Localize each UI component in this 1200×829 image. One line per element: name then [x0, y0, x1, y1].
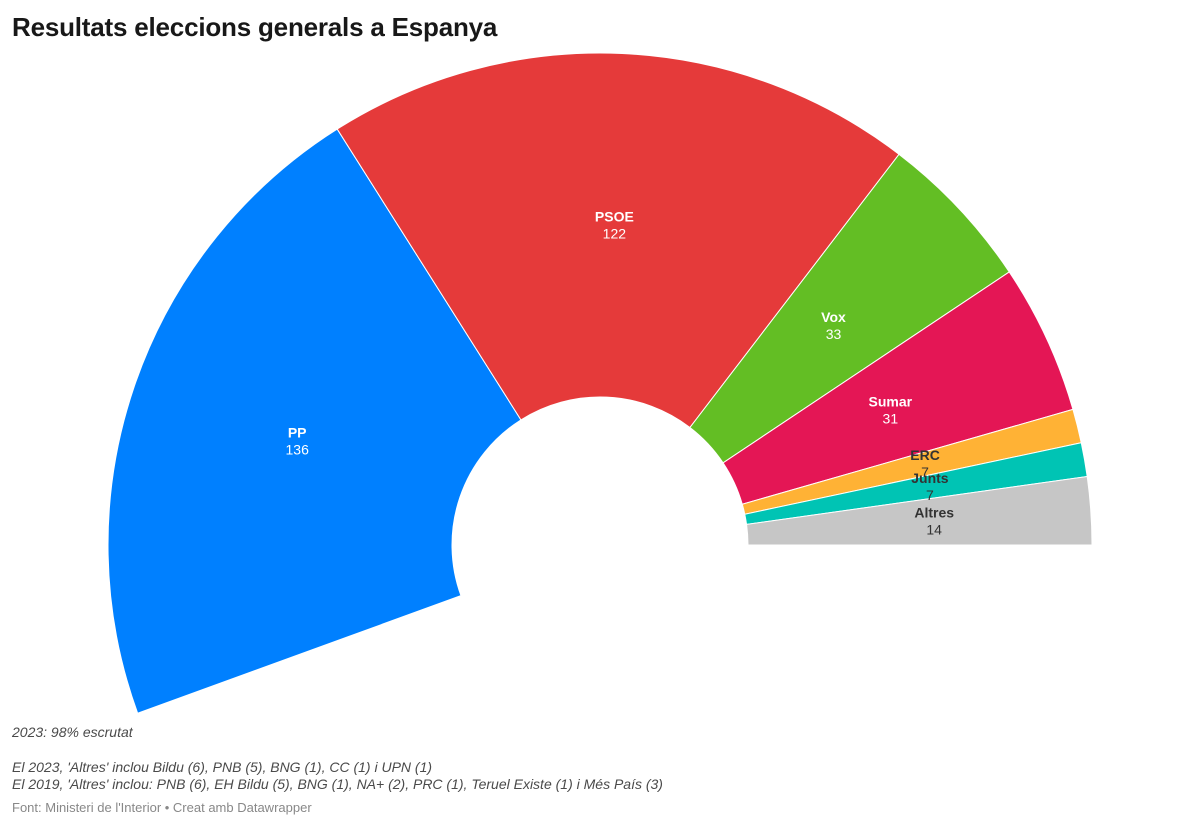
others-2023-note: El 2023, 'Altres' inclou Bildu (6), PNB …	[12, 759, 433, 775]
label-value-junts: 7	[926, 487, 934, 503]
chart-segments	[107, 52, 1093, 714]
label-name-pp: PP	[288, 425, 307, 441]
others-2019-note: El 2019, 'Altres' inclou: PNB (6), EH Bi…	[12, 776, 663, 792]
chart-notes: 2023: 98% escrutat El 2023, 'Altres' inc…	[12, 724, 1182, 793]
label-value-psoe: 122	[603, 225, 627, 241]
label-name-junts: Junts	[911, 470, 949, 486]
label-name-sumar: Sumar	[869, 393, 913, 409]
segment-altres[interactable]	[745, 475, 1093, 546]
scrutiny-note: 2023: 98% escrutat	[12, 724, 133, 740]
label-name-vox: Vox	[821, 309, 846, 325]
label-value-pp: 136	[286, 442, 310, 458]
label-value-erc: 7	[921, 464, 929, 480]
segment-psoe[interactable]	[336, 52, 900, 429]
label-value-altres: 14	[926, 522, 942, 538]
label-value-sumar: 31	[883, 410, 899, 426]
parliament-chart: PP136PSOE122Vox33Sumar31ERC7Junts7Altres…	[107, 52, 1093, 714]
label-name-psoe: PSOE	[595, 208, 634, 224]
segment-pp[interactable]	[107, 128, 522, 714]
label-value-vox: 33	[826, 326, 842, 342]
source-credit: Font: Ministeri de l'Interior • Creat am…	[12, 800, 312, 815]
chart-labels: PP136PSOE122Vox33Sumar31ERC7Junts7Altres…	[286, 208, 955, 537]
label-name-erc: ERC	[910, 447, 940, 463]
label-name-altres: Altres	[914, 505, 954, 521]
chart-title: Resultats eleccions generals a Espanya	[12, 12, 498, 42]
